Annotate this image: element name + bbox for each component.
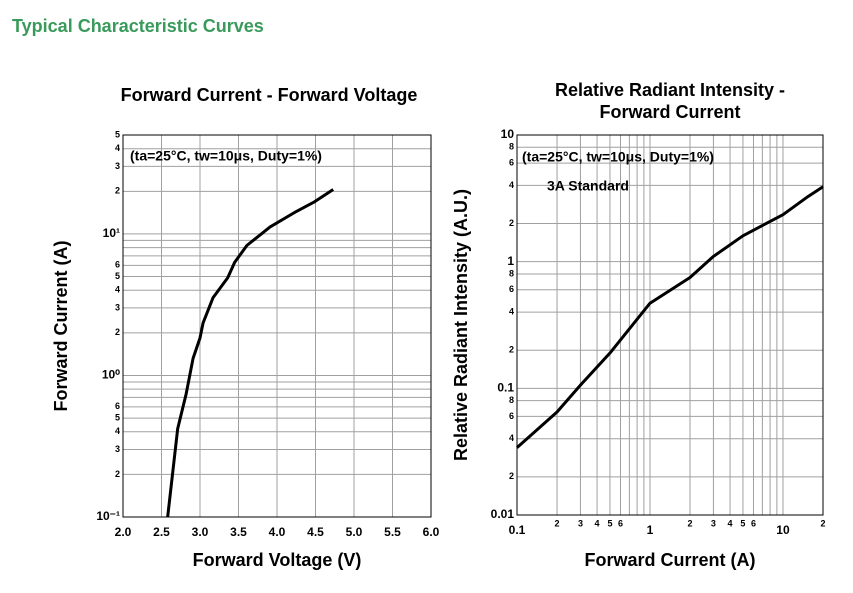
- x-tick-label: 3: [578, 518, 583, 528]
- y-tick-label: 4: [115, 285, 120, 295]
- plot-frame: [122, 134, 432, 518]
- y-tick-label: 4: [509, 180, 514, 190]
- annotation: (ta=25°C, tw=10μs, Duty=1%): [522, 149, 714, 165]
- y-axis-label: Relative Radiant Intensity (A.U.): [451, 189, 471, 461]
- y-tick-label: 4: [115, 143, 120, 153]
- x-tick-label: 5: [607, 518, 612, 528]
- x-tick-label: 4.0: [269, 525, 286, 539]
- x-tick-label: 6: [751, 518, 756, 528]
- y-tick-label: 6: [115, 401, 120, 411]
- annotation: (ta=25°C, tw=10μs, Duty=1%): [130, 148, 322, 164]
- data-line: [166, 188, 335, 518]
- y-tick-label: 6: [509, 411, 514, 421]
- y-tick-label: 0.01: [491, 507, 515, 521]
- x-tick-label: 6: [618, 518, 623, 528]
- x-tick-label: 0.1: [509, 523, 526, 537]
- x-tick-label: 2.0: [115, 525, 132, 539]
- y-tick-label: 10⁰: [102, 368, 120, 382]
- y-tick-label: 2: [509, 345, 514, 355]
- y-tick-label: 4: [509, 433, 514, 443]
- y-tick-label: 6: [115, 260, 120, 270]
- chart-title: Forward Current - Forward Voltage: [121, 85, 418, 105]
- y-tick-label: 5: [115, 271, 120, 281]
- y-tick-label: 6: [509, 284, 514, 294]
- x-tick-label: 2: [820, 518, 825, 528]
- y-tick-label: 2: [509, 471, 514, 481]
- x-tick-label: 2.5: [153, 525, 170, 539]
- y-tick-label: 1: [507, 254, 514, 268]
- x-tick-label: 3.0: [192, 525, 209, 539]
- y-tick-label: 2: [115, 469, 120, 479]
- y-tick-label: 3: [115, 161, 120, 171]
- chart-title: Forward Current: [599, 102, 740, 122]
- y-tick-label: 10: [501, 127, 515, 141]
- chart-title: Relative Radiant Intensity -: [555, 80, 785, 100]
- x-tick-label: 5: [740, 518, 745, 528]
- y-tick-label: 5: [115, 129, 120, 139]
- x-tick-label: 1: [647, 523, 654, 537]
- x-tick-label: 2: [555, 518, 560, 528]
- y-tick-label: 0.1: [497, 381, 514, 395]
- x-tick-label: 6.0: [423, 525, 440, 539]
- x-tick-label: 10: [776, 523, 790, 537]
- x-axis-label: Forward Voltage (V): [193, 550, 362, 570]
- y-tick-label: 3: [115, 444, 120, 454]
- y-tick-label: 8: [509, 268, 514, 278]
- page-title: Typical Characteristic Curves: [12, 16, 264, 36]
- y-axis-label: Forward Current (A): [51, 240, 71, 411]
- x-tick-label: 5.0: [346, 525, 363, 539]
- x-tick-label: 4.5: [307, 525, 324, 539]
- plot-frame: [516, 134, 824, 516]
- data-line: [516, 185, 824, 449]
- y-tick-label: 4: [115, 426, 120, 436]
- x-tick-label: 5.5: [384, 525, 401, 539]
- y-tick-label: 3: [115, 302, 120, 312]
- x-tick-label: 2: [688, 518, 693, 528]
- y-tick-label: 2: [115, 186, 120, 196]
- annotation: 3A Standard: [547, 178, 629, 194]
- y-tick-label: 4: [509, 306, 514, 316]
- x-tick-label: 4: [728, 518, 733, 528]
- x-tick-label: 3: [711, 518, 716, 528]
- y-tick-label: 10¹: [103, 226, 120, 240]
- y-tick-label: 2: [509, 218, 514, 228]
- y-tick-label: 10⁻¹: [96, 509, 120, 523]
- x-tick-label: 4: [595, 518, 600, 528]
- y-tick-label: 8: [509, 395, 514, 405]
- y-tick-label: 2: [115, 327, 120, 337]
- x-axis-label: Forward Current (A): [585, 550, 756, 570]
- y-tick-label: 8: [509, 142, 514, 152]
- y-tick-label: 5: [115, 412, 120, 422]
- y-tick-label: 6: [509, 157, 514, 167]
- x-tick-label: 3.5: [230, 525, 247, 539]
